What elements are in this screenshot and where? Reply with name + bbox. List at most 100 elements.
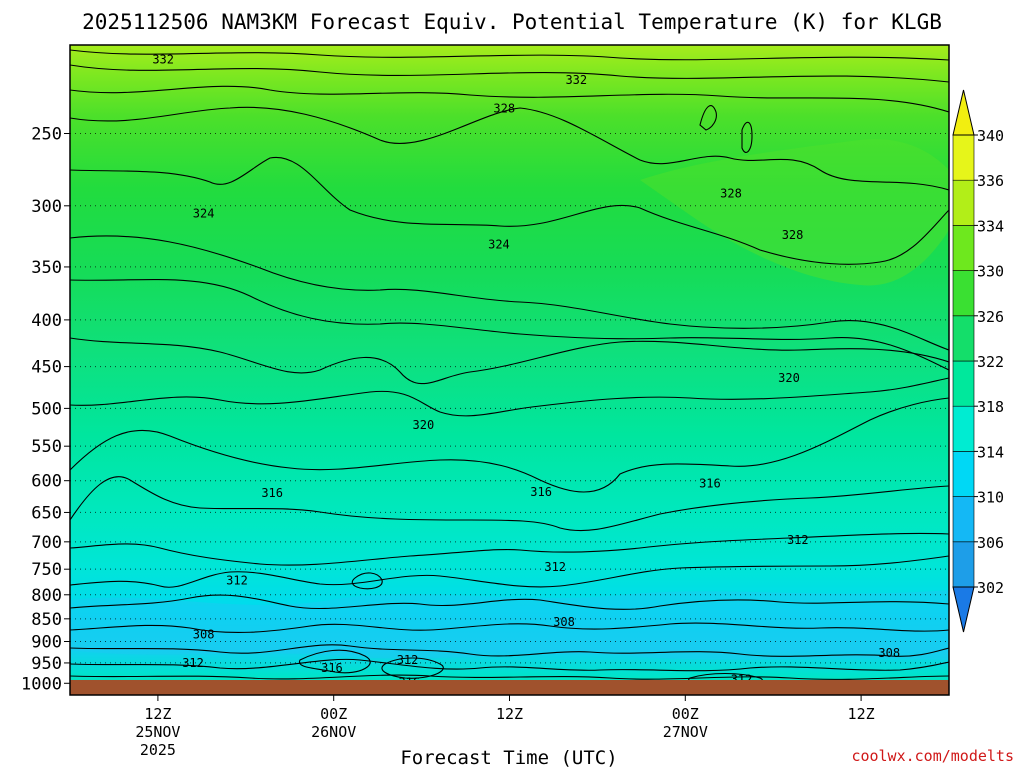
- contour-line: [70, 644, 949, 657]
- x-tick-time-label: 12Z: [848, 705, 875, 723]
- contour-label: 316: [321, 661, 343, 675]
- x-tick-time-label: 12Z: [496, 705, 523, 723]
- y-tick-label: 350: [31, 258, 62, 278]
- credit-text: coolwx.com/modelts: [851, 747, 1014, 765]
- colorbar-segment: [952, 360, 975, 407]
- y-tick-label: 750: [31, 560, 62, 580]
- contour-label: 332: [565, 73, 587, 87]
- contour-label: 312: [397, 653, 419, 667]
- ground-surface: [70, 680, 949, 695]
- colorbar-label: 334: [977, 217, 1004, 235]
- contour-label: 328: [782, 228, 804, 242]
- contour-label: 320: [413, 418, 435, 432]
- contour-line: [70, 64, 949, 83]
- y-tick-label: 250: [31, 124, 62, 144]
- low-level-cool-layer: [70, 590, 949, 660]
- y-tick-label: 700: [31, 533, 62, 553]
- y-axis: 2503003504004505005506006507007508008509…: [21, 124, 70, 694]
- contour-line: [298, 649, 371, 674]
- contour-label: 328: [720, 186, 742, 200]
- y-tick-label: 900: [31, 632, 62, 652]
- colorbar-segment: [952, 225, 975, 271]
- contour-label: 324: [193, 206, 215, 220]
- x-tick-year-label: 2025: [140, 741, 176, 759]
- x-tick-time-label: 00Z: [320, 705, 347, 723]
- contour-label: 316: [530, 485, 552, 499]
- contour-line: [70, 674, 949, 680]
- contour-line: [70, 235, 949, 351]
- plot-area: 332 332 328 328 328 324 324 320 320 316 316 316 312 3…: [70, 45, 949, 695]
- contour-line: [70, 532, 949, 566]
- colorbar-segment: [952, 496, 975, 543]
- contour-label: 308: [193, 627, 215, 641]
- colorbar: 302 306 310 314 318 322 326 330 334 336 340: [952, 89, 1004, 633]
- y-tick-label: 950: [31, 654, 62, 674]
- colorbar-segment: [952, 270, 975, 317]
- contour-line: [70, 49, 949, 61]
- x-axis-label: Forecast Time (UTC): [400, 747, 617, 768]
- x-tick-date-label: 26NOV: [311, 723, 356, 741]
- contour-line: [699, 105, 717, 131]
- colorbar-segment: [952, 179, 975, 226]
- x-tick-date-label: 25NOV: [135, 723, 180, 741]
- y-tick-label: 300: [31, 197, 62, 217]
- y-tick-label: 1000: [21, 674, 62, 694]
- contour-line: [70, 279, 949, 371]
- y-tick-label: 400: [31, 311, 62, 331]
- y-tick-label: 450: [31, 358, 62, 378]
- colorbar-segment: [952, 541, 975, 588]
- contour-line: [70, 377, 949, 417]
- contour-label: 316: [699, 477, 721, 491]
- x-tick-date-label: 27NOV: [663, 723, 708, 741]
- contour-line: [70, 476, 949, 532]
- colorbar-under-arrow: [952, 586, 975, 633]
- contour-label: 312: [226, 574, 248, 588]
- contour-label: 308: [553, 615, 575, 629]
- y-tick-label: 600: [31, 472, 62, 492]
- contour-label: 328: [493, 101, 515, 115]
- contour-line: [70, 594, 949, 610]
- contour-line: [70, 397, 949, 493]
- contour-label: 316: [261, 486, 283, 500]
- contour-label: 320: [778, 371, 800, 385]
- x-tick-time-label: 00Z: [672, 705, 699, 723]
- y-tick-label: 800: [31, 586, 62, 606]
- contour-line: [70, 156, 949, 265]
- contour-lines: [70, 49, 949, 687]
- colorbar-label: 310: [977, 489, 1004, 507]
- colorbar-label: 322: [977, 353, 1004, 371]
- colorbar-label: 330: [977, 263, 1004, 281]
- y-tick-label: 850: [31, 610, 62, 630]
- contour-line: [381, 657, 444, 679]
- contour-line: [741, 121, 753, 153]
- x-tick-time-label: 12Z: [144, 705, 171, 723]
- y-tick-label: 550: [31, 437, 62, 457]
- contour-label: 312: [787, 533, 809, 547]
- contour-line: [70, 106, 949, 191]
- upper-warm-lobe: [640, 139, 949, 286]
- contour-label: 324: [488, 238, 510, 252]
- colorbar-over-arrow: [952, 89, 975, 136]
- colorbar-segment: [952, 405, 975, 452]
- contour-line: [70, 85, 949, 113]
- y-tick-label: 650: [31, 503, 62, 523]
- colorbar-label: 314: [977, 443, 1004, 461]
- contour-line: [351, 572, 383, 590]
- contour-label: 332: [152, 53, 174, 67]
- contour-line: [70, 622, 949, 634]
- contour-line: [70, 337, 949, 385]
- colorbar-label: 340: [977, 127, 1004, 145]
- colorbar-label: 302: [977, 579, 1004, 597]
- contour-line: [70, 555, 949, 588]
- colorbar-segment: [952, 134, 975, 181]
- colorbar-label: 318: [977, 398, 1004, 416]
- colorbar-label: 326: [977, 308, 1004, 326]
- colorbar-segment: [952, 451, 975, 497]
- contour-line: [70, 658, 949, 672]
- colorbar-label: 306: [977, 534, 1004, 552]
- colorbar-segment: [952, 315, 975, 362]
- contour-label: 308: [878, 646, 900, 660]
- chart-title: 2025112506 NAM3KM Forecast Equiv. Potent…: [82, 10, 942, 34]
